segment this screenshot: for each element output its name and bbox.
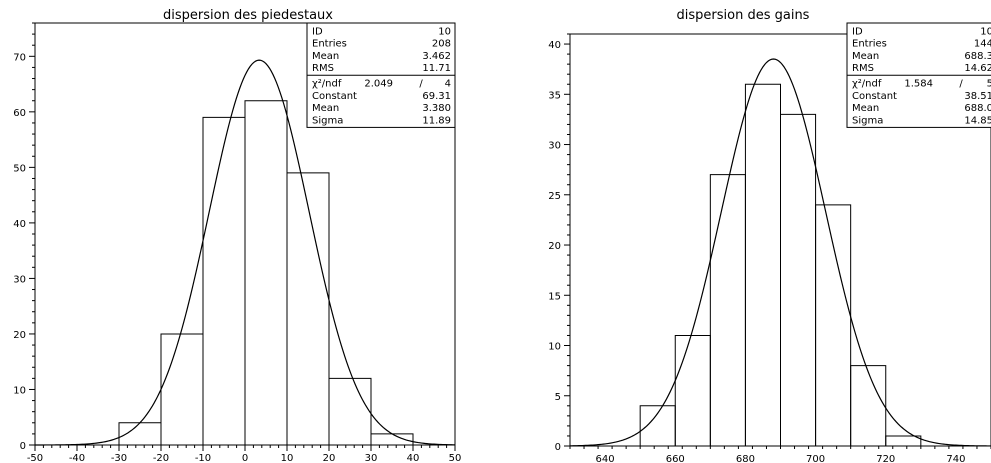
fit-stat-value: 3.380 (422, 103, 451, 114)
y-tick-label: 30 (13, 274, 26, 285)
y-tick-label: 25 (548, 191, 561, 202)
stat-value: 10 (438, 26, 451, 37)
histogram-bar (639, 405, 676, 446)
x-tick-label: 720 (876, 454, 895, 463)
histogram-bar (850, 365, 887, 446)
y-tick-label: 70 (13, 52, 26, 63)
histogram-bar (286, 172, 330, 445)
x-tick-label: 10 (281, 453, 294, 463)
gaussian-fit-curve (569, 58, 991, 447)
histogram-bar (709, 174, 746, 446)
x-tick-label: -20 (153, 453, 169, 463)
stat-value: 688.3 (964, 51, 991, 62)
chi2-ndf: 5 (987, 79, 991, 90)
histogram-bar (780, 113, 817, 446)
stat-label: ID (852, 26, 863, 37)
y-tick-label: 40 (13, 219, 26, 230)
chi2-ndf: 4 (445, 79, 451, 90)
stat-label: Mean (852, 51, 879, 62)
pedestal-histogram-panel: dispersion des piedestaux -50 -40 -30 -20 -1… (13, 8, 461, 463)
fit-stat-value: 38.51 (964, 91, 991, 102)
y-tick-label: 15 (548, 291, 561, 302)
x-tick-label: 700 (806, 454, 825, 463)
stat-value: 10 (980, 26, 991, 37)
y-tick-label: 30 (548, 141, 561, 152)
stat-label: RMS (312, 63, 334, 74)
fit-stat-value: 11.89 (422, 115, 451, 126)
x-tick-label: 50 (449, 453, 462, 463)
stat-label: RMS (852, 63, 874, 74)
y-tick-label: 10 (548, 342, 561, 353)
stat-label: Entries (312, 39, 347, 50)
histogram-bar (244, 100, 288, 445)
histogram-bar (744, 83, 781, 446)
chi2-value: 1.584 (904, 79, 933, 90)
stat-value: 208 (432, 39, 451, 50)
chart-title: dispersion des piedestaux (163, 8, 333, 23)
chi2-label: χ²/ndf (852, 79, 882, 90)
fit-stat-value: 688.0 (964, 103, 991, 114)
fit-stat-label: Mean (852, 103, 879, 114)
y-tick-label: 0 (555, 442, 561, 453)
x-tick-label: 640 (596, 454, 615, 463)
fit-stat-label: Sigma (312, 115, 343, 126)
statistics-box: ID 10 Entries 144 Mean 688.3 RMS 14.62 χ²/ndf 1.5… (846, 22, 991, 128)
histogram-bar (885, 435, 922, 446)
x-tick-label: 680 (736, 454, 755, 463)
y-tick-label: 60 (13, 108, 26, 119)
fit-stat-label: Mean (312, 103, 339, 114)
x-tick-label: 40 (407, 453, 420, 463)
x-tick-label: 20 (323, 453, 336, 463)
histogram-bar (160, 333, 204, 445)
histogram-bar (815, 204, 852, 446)
x-tick-label: -40 (69, 453, 85, 463)
y-tick-label: 20 (548, 241, 561, 252)
stat-value: 144 (974, 39, 991, 50)
histogram-bar (328, 377, 372, 445)
histogram-bar (674, 334, 711, 446)
y-tick-label: 35 (548, 90, 561, 101)
chart-title: dispersion des gains (677, 8, 810, 23)
statistics-box: ID 10 Entries 208 Mean 3.462 RMS 11.71 χ²/ndf 2.0… (306, 22, 456, 128)
y-tick-label: 5 (555, 392, 561, 403)
x-tick-label: 740 (946, 454, 965, 463)
x-tick-label: 30 (365, 453, 378, 463)
axis-ticks: -50 -40 -30 -20 -10 0 10 20 30 40 50 0 10 20 30 40 50 60 7… (13, 22, 462, 463)
stat-label: ID (312, 26, 323, 37)
fit-stat-value: 14.85 (964, 115, 991, 126)
fit-stat-label: Constant (852, 91, 897, 102)
x-tick-label: -50 (27, 453, 43, 463)
chi2-slash: / (959, 79, 963, 90)
x-tick-label: -10 (195, 453, 211, 463)
histogram-bars (639, 83, 922, 446)
chi2-label: χ²/ndf (312, 79, 342, 90)
y-tick-label: 20 (13, 330, 26, 341)
axis-ticks: 640 660 680 700 720 740 0 5 10 15 20 25 30 35 40 (548, 33, 991, 463)
chi2-value: 2.049 (364, 79, 393, 90)
stat-label: Entries (852, 39, 887, 50)
chi2-slash: / (419, 79, 423, 90)
stat-value: 3.462 (422, 51, 451, 62)
fit-stat-label: Sigma (852, 115, 883, 126)
stat-value: 14.62 (964, 63, 991, 74)
x-tick-label: -30 (111, 453, 127, 463)
fit-stat-value: 69.31 (422, 91, 451, 102)
histogram-bars (118, 100, 414, 445)
fit-stat-label: Constant (312, 91, 357, 102)
histogram-bar (370, 433, 414, 445)
y-tick-label: 0 (20, 441, 26, 452)
y-tick-label: 40 (548, 40, 561, 51)
stat-label: Mean (312, 51, 339, 62)
x-tick-label: 660 (666, 454, 685, 463)
stat-value: 11.71 (422, 63, 451, 74)
histogram-bar (202, 116, 246, 445)
gain-histogram-panel: dispersion des gains 640 660 680 700 720 740 0… (548, 8, 991, 463)
y-tick-label: 10 (13, 385, 26, 396)
gaussian-fit-curve (35, 59, 456, 446)
y-tick-label: 50 (13, 163, 26, 174)
x-tick-label: 0 (242, 453, 248, 463)
